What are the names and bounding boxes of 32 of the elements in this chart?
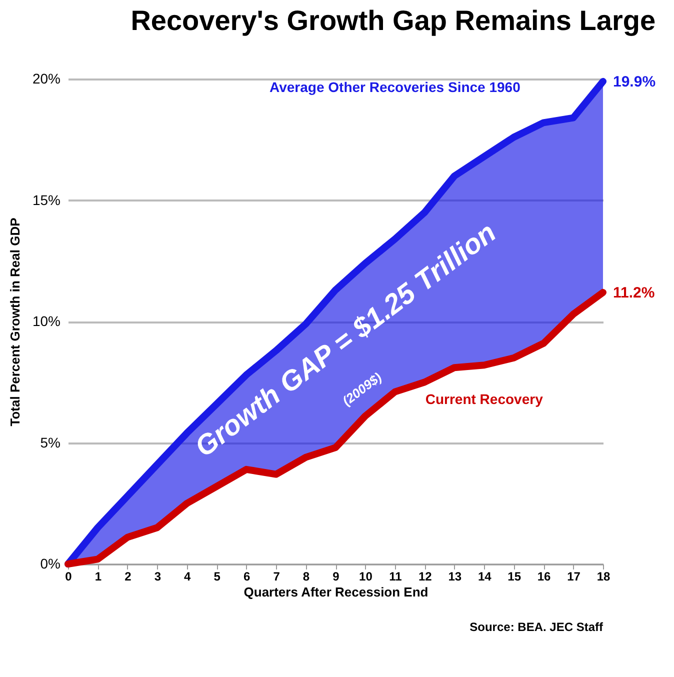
source-note: Source: BEA. JEC Staff	[470, 620, 604, 634]
y-tick-label: 5%	[40, 434, 60, 450]
data-label: 11.2%	[613, 284, 655, 302]
series-label: Current Recovery	[425, 391, 544, 408]
chart-title: Recovery's Growth Gap Remains Large	[130, 5, 656, 36]
x-tick-label: 1	[94, 570, 102, 584]
x-axis-title: Quarters After Recession End	[244, 584, 428, 600]
x-tick-label: 18	[596, 570, 610, 584]
text: Average Other Recoveries Since 1960	[270, 79, 521, 95]
x-tick-label: 13	[448, 570, 462, 584]
x-tick-label: 4	[184, 570, 192, 584]
y-tick-label: 20%	[32, 70, 60, 86]
x-tick-label: 0	[65, 570, 72, 584]
x-tick-label: 6	[243, 570, 250, 584]
data-label: 19.9%	[613, 73, 656, 90]
y-tick-label: 10%	[32, 313, 60, 329]
x-tick-label: 7	[273, 570, 280, 584]
x-tick-label: 10	[359, 570, 373, 584]
x-tick-label: 17	[567, 570, 581, 584]
y-tick-label: 15%	[32, 192, 60, 208]
x-tick-label: 5	[214, 570, 221, 584]
x-tick-label: 11	[389, 570, 402, 584]
x-tick-label: 9	[332, 570, 340, 584]
x-tick-label: 8	[302, 570, 310, 584]
x-tick-label: 16	[537, 570, 552, 584]
y-axis-title: Total Percent Growth in Real GDP	[7, 217, 22, 426]
x-tick-label: 2	[124, 570, 132, 584]
x-tick-label: 12	[418, 570, 432, 584]
x-tick-label: 15	[508, 570, 522, 584]
x-tick-label: 14	[478, 570, 492, 584]
x-tick-label: 3	[154, 570, 162, 584]
y-tick-label: 0%	[40, 556, 60, 572]
